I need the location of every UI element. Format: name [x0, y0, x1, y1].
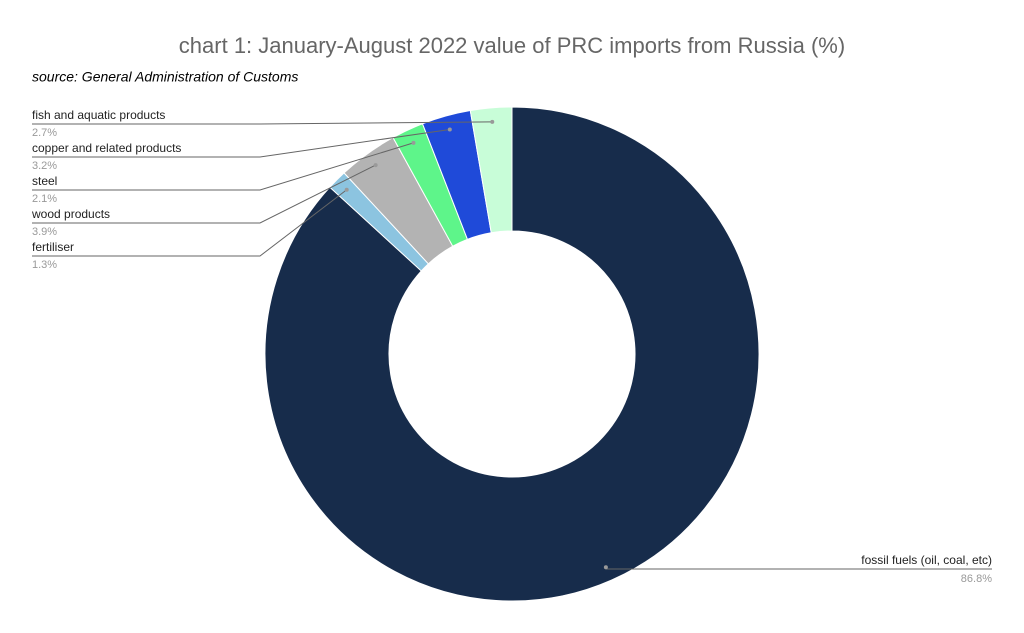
- leader-line: [32, 189, 348, 257]
- leader-line: [32, 128, 450, 158]
- leader-line: [32, 121, 493, 125]
- leader-line: [32, 142, 414, 191]
- leader-dot: [344, 187, 349, 192]
- leader-dot: [411, 140, 416, 145]
- slice-label: fertiliser: [32, 240, 74, 254]
- slice-label: fossil fuels (oil, coal, etc): [861, 553, 992, 567]
- donut-slice: [469, 106, 513, 234]
- chart-title: chart 1: January-August 2022 value of PR…: [179, 33, 845, 58]
- leader-dot: [603, 565, 608, 570]
- slice-label: steel: [32, 174, 57, 188]
- leader-dot: [490, 119, 495, 124]
- slice-label: wood products: [31, 207, 110, 221]
- donut-slice: [264, 106, 760, 602]
- slice-label: fish and aquatic products: [32, 108, 165, 122]
- slice-label: copper and related products: [32, 141, 181, 155]
- slice-value-label: 86.8%: [961, 573, 992, 585]
- slice-value-label: 3.9%: [32, 226, 57, 238]
- leader-line: [32, 164, 376, 224]
- slice-value-label: 3.2%: [32, 160, 57, 172]
- slice-value-label: 2.7%: [32, 127, 57, 139]
- slice-value-label: 1.3%: [32, 259, 57, 271]
- leader-dot: [447, 127, 452, 132]
- slice-value-label: 2.1%: [32, 193, 57, 205]
- leader-line: [605, 567, 992, 570]
- chart-subtitle: source: General Administration of Custom…: [32, 69, 298, 85]
- leader-dot: [373, 163, 378, 168]
